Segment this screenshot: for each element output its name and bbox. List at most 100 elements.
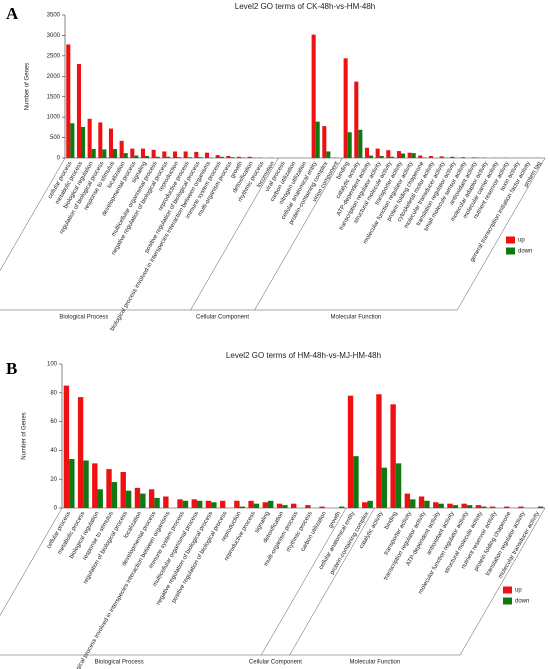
bar <box>196 500 203 508</box>
bar <box>305 505 311 508</box>
x-tick-label: growth <box>328 511 342 530</box>
bar <box>63 385 70 508</box>
y-axis-label: Number of Genes <box>22 412 28 459</box>
bar <box>390 404 396 508</box>
bar <box>120 472 126 508</box>
legend-swatch <box>506 236 515 244</box>
bar <box>113 149 118 158</box>
legend-label: up <box>518 238 525 244</box>
bar <box>219 156 224 158</box>
bar <box>83 460 89 508</box>
bar <box>386 150 391 158</box>
bar <box>236 156 241 158</box>
bar <box>401 153 406 158</box>
bar <box>102 149 107 158</box>
bar <box>343 58 348 158</box>
bar <box>177 157 182 158</box>
bar <box>97 489 103 508</box>
bar <box>226 155 231 158</box>
legend-label: up <box>515 588 522 594</box>
group-label: Cellular Component <box>249 660 302 666</box>
bar <box>461 503 467 508</box>
bar <box>447 503 453 508</box>
bar <box>106 469 112 508</box>
group-divider <box>0 157 66 272</box>
bar <box>194 151 199 158</box>
y-axis-label: Number of Genes <box>25 63 31 110</box>
bar <box>187 157 192 158</box>
bar <box>154 497 160 508</box>
group-divider <box>261 507 347 656</box>
bar <box>438 503 444 508</box>
bar <box>395 463 402 508</box>
bar <box>276 503 283 508</box>
bar <box>219 500 226 508</box>
bar <box>145 155 150 158</box>
legend-label: down <box>518 249 532 255</box>
bar <box>424 500 430 508</box>
bar <box>537 506 544 508</box>
bar <box>130 148 135 158</box>
x-tick-label: positive regulation of biological proces… <box>171 511 228 604</box>
y-tick-label: 0 <box>54 506 58 512</box>
bar <box>198 157 203 158</box>
bar <box>211 502 217 508</box>
group-divider <box>0 507 63 616</box>
bar <box>248 500 254 508</box>
bar <box>367 500 373 508</box>
bar <box>182 500 189 508</box>
bar <box>410 499 416 508</box>
bar <box>364 147 369 158</box>
bar <box>108 128 113 158</box>
y-tick-label: 20 <box>50 477 57 483</box>
bar <box>433 502 439 508</box>
bar <box>450 156 455 158</box>
bar <box>92 463 98 508</box>
bar <box>311 34 316 158</box>
bar <box>125 490 132 508</box>
bar <box>339 506 345 508</box>
bar <box>381 467 388 508</box>
group-label: Molecular Function <box>331 315 382 321</box>
bar <box>76 64 81 158</box>
bar <box>481 506 487 508</box>
bar <box>460 157 465 158</box>
bar <box>155 156 160 158</box>
bar <box>98 122 103 158</box>
bar <box>166 156 171 158</box>
bar <box>475 505 482 508</box>
chart-title: Level2 GO terms of CK-48h-vs-HM-48h <box>235 2 376 11</box>
bar <box>290 503 297 508</box>
bar <box>471 157 476 158</box>
group-divider <box>457 157 546 311</box>
bar <box>239 506 245 508</box>
bar <box>234 500 240 508</box>
bar <box>172 151 177 158</box>
bar <box>215 155 220 158</box>
bar <box>326 151 331 158</box>
bar <box>319 506 325 508</box>
bar <box>396 151 401 158</box>
bar <box>183 151 188 158</box>
bar <box>418 155 423 158</box>
y-tick-label: 2500 <box>47 53 61 59</box>
group-divider <box>254 157 343 311</box>
bar <box>504 506 510 508</box>
bar <box>162 151 167 158</box>
bar <box>163 496 169 508</box>
bar <box>87 118 92 158</box>
bar <box>91 149 96 158</box>
bar <box>411 153 416 158</box>
bar <box>111 482 118 508</box>
bar <box>282 505 288 508</box>
bar <box>489 506 496 508</box>
y-tick-label: 0 <box>57 156 61 162</box>
bar <box>119 140 124 158</box>
group-label: Molecular Function <box>350 660 401 666</box>
y-tick-label: 3500 <box>47 13 61 19</box>
x-tick-label: binding <box>384 511 399 531</box>
bar <box>347 395 354 508</box>
bar <box>77 397 84 508</box>
legend-swatch <box>506 247 515 255</box>
